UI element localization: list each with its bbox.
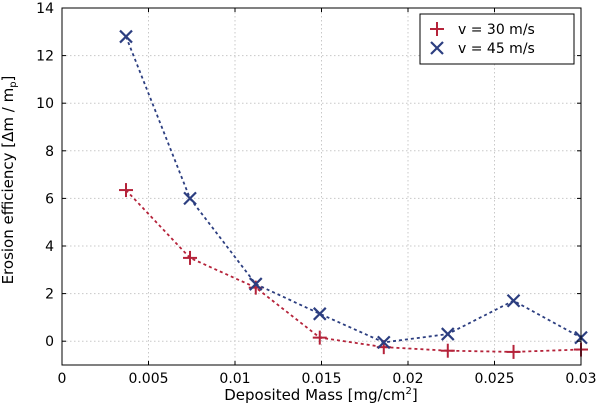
data-point [441,327,455,341]
series-line [125,189,582,353]
data-point [312,330,327,345]
legend-label: v = 30 m/s [458,22,535,38]
y-tick-label: 10 [36,96,54,112]
y-tick-label: 12 [36,49,54,65]
x-axis-label: Deposited Mass [mg/cm2] [224,386,418,404]
y-tick-label: 8 [45,144,54,160]
legend: v = 30 m/s v = 45 m/s [419,13,575,65]
y-axis-label: Erosion efficiency [Δm / mp] [0,76,19,285]
legend-label: v = 45 m/s [458,41,535,57]
series-2 [119,29,588,350]
legend-entry: v = 45 m/s [430,41,535,57]
data-point [506,344,521,359]
y-tick-label: 0 [45,334,54,350]
x-tick-label: 0.015 [301,371,341,387]
ticks [61,7,582,365]
y-tick-label: 6 [45,191,54,207]
series-line [125,36,582,344]
data-point [440,343,455,358]
series-1 [119,183,588,359]
legend-entry: v = 30 m/s [430,22,535,38]
data-point [119,29,133,44]
data-point [312,307,327,321]
legend-marker [430,41,444,55]
x-tick-label: 0.005 [128,371,168,387]
x-tick-label: 0.01 [219,371,250,387]
data-point [248,277,263,291]
x-tick-label: 0.02 [392,371,423,387]
y-tick-label: 2 [45,287,54,303]
tick-labels: 0 0.005 0.01 0.015 0.02 0.025 0.03 0 2 4 6 8 10 12 14 [36,1,596,387]
x-tick-label: 0.03 [565,371,596,387]
x-tick-label: 0.025 [474,371,514,387]
data-point [119,183,134,198]
x-tick-label: 0 [58,371,67,387]
legend-box [419,13,575,65]
legend-marker [430,22,444,36]
data-point [506,293,521,308]
series-layer [119,29,588,359]
data-point [377,335,391,350]
y-tick-label: 14 [36,1,54,17]
data-point [183,191,197,206]
data-point [183,250,198,265]
y-tick-label: 4 [45,239,54,255]
